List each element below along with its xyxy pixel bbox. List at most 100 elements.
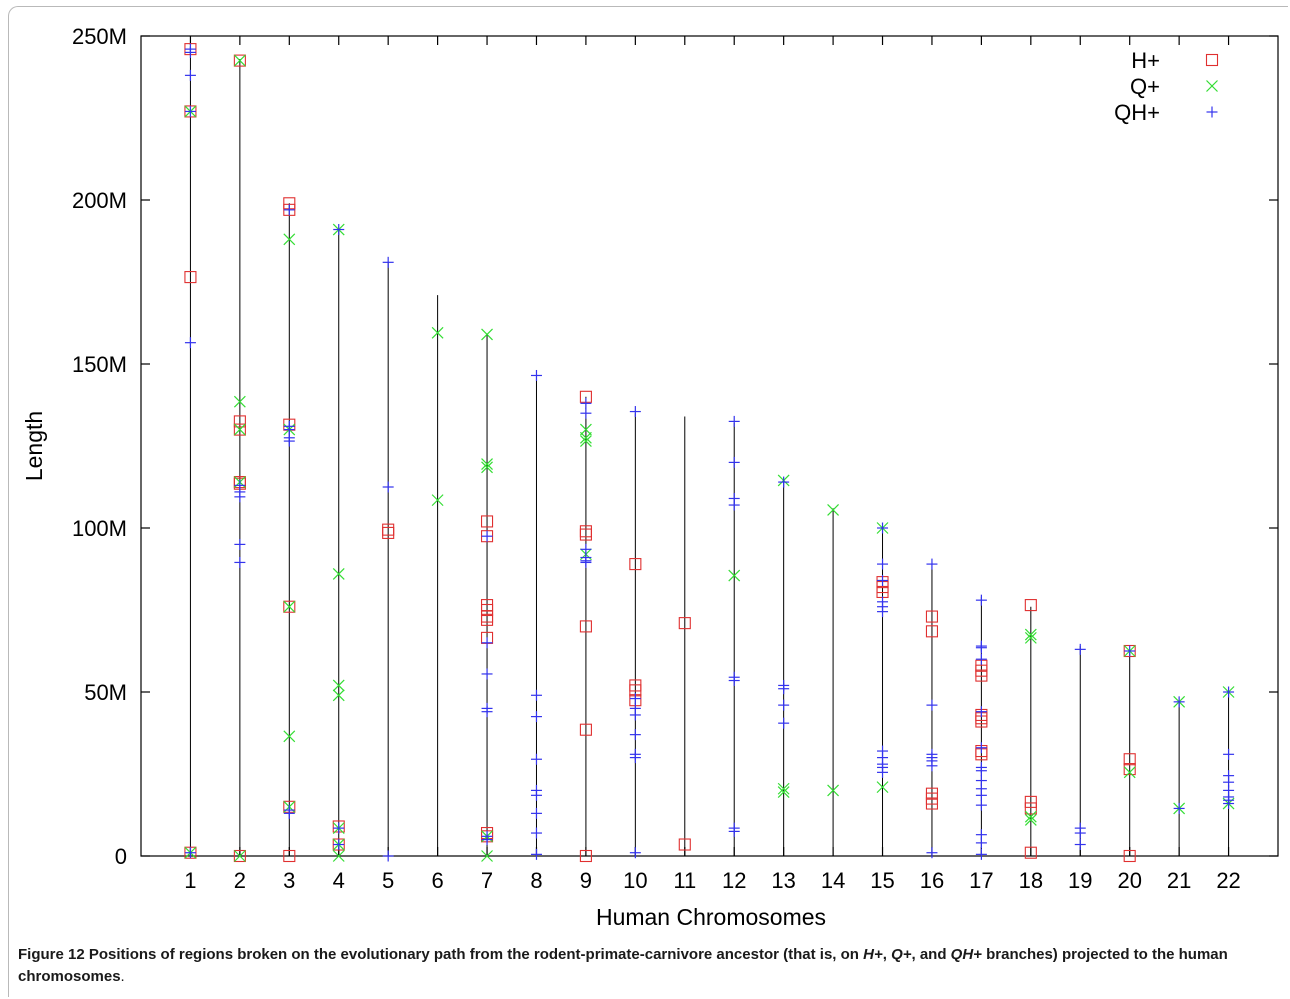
point-plus [629, 847, 641, 859]
series-cross [184, 54, 1235, 862]
point-plus [728, 456, 740, 468]
legend-label: QH+ [1114, 100, 1160, 125]
x-tick-label: 18 [1019, 868, 1043, 893]
figure-caption: Figure 12 Positions of regions broken on… [18, 944, 1278, 988]
point-plus [333, 822, 345, 834]
point-cross [579, 423, 592, 436]
legend-marker [1206, 80, 1218, 92]
point-cross [481, 461, 493, 474]
point-plus [728, 415, 740, 427]
point-plus [530, 689, 542, 701]
point-cross [431, 326, 444, 339]
series-square [184, 43, 1136, 863]
point-cross-b [332, 850, 345, 862]
point-cross [233, 850, 246, 862]
point-plus [234, 538, 246, 550]
x-tick-label: 22 [1216, 868, 1240, 893]
point-cross [1024, 628, 1037, 641]
point-cross-b [431, 326, 444, 339]
point-plus [382, 850, 394, 862]
point-plus [778, 476, 790, 488]
point-cross-b [728, 569, 741, 582]
point-square [579, 849, 592, 863]
point-plus [778, 699, 790, 711]
point-square [629, 558, 642, 571]
caption-label: Figure 12 [18, 946, 85, 963]
point-plus [629, 752, 641, 764]
x-tick-label: 11 [673, 868, 696, 893]
x-tick-label: 8 [530, 868, 542, 893]
point-plus [728, 825, 740, 837]
point-plus [530, 753, 542, 765]
point-cross [481, 328, 493, 341]
point-square [1024, 795, 1037, 808]
point-square [678, 838, 691, 851]
point-plus [1124, 645, 1136, 657]
x-axis-label: Human Chromosomes [596, 904, 826, 930]
caption-period: . [120, 968, 125, 985]
point-cross-b [579, 435, 592, 448]
point-plus [184, 69, 196, 81]
point-cross-b [481, 461, 493, 474]
point-plus [481, 530, 493, 542]
x-tick-label: 4 [333, 868, 345, 893]
point-square [233, 415, 246, 428]
point-plus [184, 847, 196, 859]
point-cross [876, 781, 889, 794]
point-plus [926, 558, 938, 570]
point-plus [283, 204, 295, 216]
point-plus [1074, 839, 1086, 851]
point-square [283, 849, 296, 863]
point-cross-b [1123, 766, 1136, 779]
point-cross [777, 786, 790, 798]
point-plus [975, 799, 987, 811]
point-plus [184, 46, 196, 58]
point-square [925, 625, 939, 638]
point-cross [431, 494, 444, 507]
point-square [1123, 753, 1136, 766]
point-plus [877, 558, 889, 570]
point-plus [580, 556, 592, 568]
point-square [1024, 846, 1037, 859]
point-cross [579, 435, 592, 448]
point-cross-b [1024, 628, 1037, 641]
point-cross [1024, 813, 1037, 826]
data-marks [184, 43, 1235, 863]
point-cross-b [1024, 631, 1037, 644]
x-tick-label: 17 [969, 868, 993, 893]
point-cross [579, 431, 592, 444]
point-cross [481, 850, 493, 862]
point-cross [827, 504, 840, 516]
point-cross-b [332, 689, 345, 702]
point-square [233, 849, 246, 863]
point-plus [975, 837, 987, 849]
point-square [925, 797, 939, 810]
point-plus [629, 693, 641, 705]
y-tick-label: 250M [72, 24, 127, 49]
point-cross-b [1024, 813, 1037, 826]
point-plus [481, 834, 493, 846]
point-plus [530, 789, 542, 801]
point-plus [580, 407, 592, 419]
point-cross-b [481, 458, 493, 470]
point-plus [283, 435, 295, 447]
point-plus [877, 606, 889, 618]
point-cross-b [579, 431, 592, 444]
point-square [1024, 599, 1037, 612]
legend-marker [1205, 53, 1219, 67]
point-plus [1074, 643, 1086, 655]
point-cross [332, 567, 345, 580]
caption-text: Positions of regions broken on the evolu… [84, 946, 864, 963]
point-square [925, 610, 939, 623]
x-tick-label: 2 [234, 868, 246, 893]
y-tick-label: 0 [115, 844, 127, 869]
point-cross-b [283, 233, 296, 246]
y-tick-label: 150M [72, 352, 127, 377]
point-square [579, 723, 592, 736]
x-tick-label: 9 [580, 868, 592, 893]
point-plus [975, 765, 987, 777]
x-tick-label: 3 [283, 868, 295, 893]
point-square [283, 600, 296, 613]
point-cross [1024, 631, 1037, 644]
